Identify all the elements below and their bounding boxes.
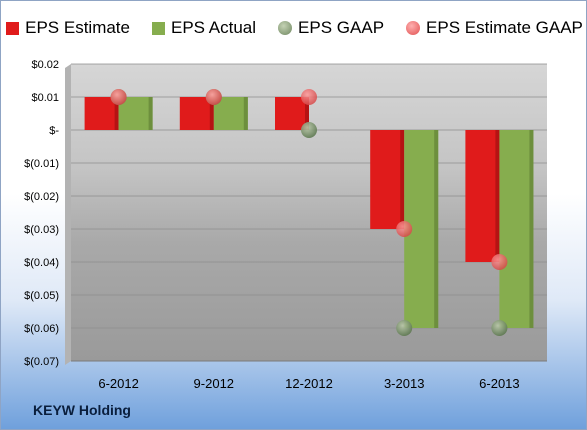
bar-eps-estimate-shade <box>209 97 214 130</box>
bar-eps-estimate <box>370 130 405 229</box>
x-tick-label: 6-2012 <box>98 376 138 391</box>
marker-eps-gaap <box>301 122 317 138</box>
chart-legend: EPS Estimate EPS Actual EPS GAAP EPS Est… <box>1 15 586 41</box>
marker-eps-estimate-gaap <box>205 89 222 105</box>
legend-label-eps-gaap: EPS GAAP <box>298 18 385 37</box>
marker-eps-gaap <box>491 320 508 336</box>
legend-item-eps-estimate-gaap: EPS Estimate GAAP <box>406 18 583 38</box>
y-tick-label: $(0.05) <box>24 290 59 302</box>
y-tick-label: $(0.06) <box>24 323 59 335</box>
y-tick-label: $(0.03) <box>24 224 59 236</box>
y-tick-label: $- <box>49 125 59 137</box>
legend-swatch-eps-actual <box>151 21 165 35</box>
legend-swatch-eps-estimate <box>6 21 20 35</box>
plot-side-wall <box>65 64 71 365</box>
legend-item-eps-gaap: EPS GAAP <box>278 18 384 38</box>
bar-eps-actual-shade <box>148 97 153 130</box>
bar-eps-estimate-shade <box>495 130 500 262</box>
y-tick-label: $(0.07) <box>24 356 59 368</box>
bar-eps-estimate <box>465 130 500 262</box>
x-tick-label: 3-2013 <box>384 376 424 391</box>
y-tick-label: $(0.01) <box>24 158 59 170</box>
marker-eps-estimate-gaap <box>301 89 317 105</box>
legend-swatch-eps-estimate-gaap <box>406 21 421 35</box>
legend-label-eps-actual: EPS Actual <box>170 18 257 37</box>
y-tick-label: $0.01 <box>31 92 59 104</box>
x-tick-label: 12-2012 <box>285 376 333 391</box>
legend-item-eps-estimate: EPS Estimate <box>6 18 130 38</box>
marker-eps-estimate-gaap <box>491 254 508 270</box>
marker-eps-estimate-gaap <box>396 221 413 237</box>
legend-label-eps-estimate-gaap: EPS Estimate GAAP <box>426 18 583 37</box>
legend-item-eps-actual: EPS Actual <box>151 18 257 38</box>
bar-eps-estimate-shade <box>114 97 119 130</box>
marker-eps-gaap <box>396 320 413 336</box>
bar-eps-actual-shade <box>529 130 534 328</box>
x-tick-label: 9-2012 <box>194 376 234 391</box>
company-name: KEYW Holding <box>33 402 131 418</box>
y-tick-label: $(0.04) <box>24 257 59 269</box>
marker-eps-estimate-gaap <box>110 89 127 105</box>
bar-eps-actual-shade <box>434 130 439 328</box>
bar-eps-estimate-shade <box>400 130 405 229</box>
legend-swatch-eps-gaap <box>278 21 293 35</box>
bar-eps-estimate-shade <box>305 97 309 130</box>
y-tick-label: $0.02 <box>31 59 59 71</box>
legend-label-eps-estimate: EPS Estimate <box>25 18 130 37</box>
bar-eps-actual <box>499 130 534 328</box>
bar-eps-actual-shade <box>243 97 248 130</box>
x-tick-label: 6-2013 <box>479 376 519 391</box>
y-tick-label: $(0.02) <box>24 191 59 203</box>
